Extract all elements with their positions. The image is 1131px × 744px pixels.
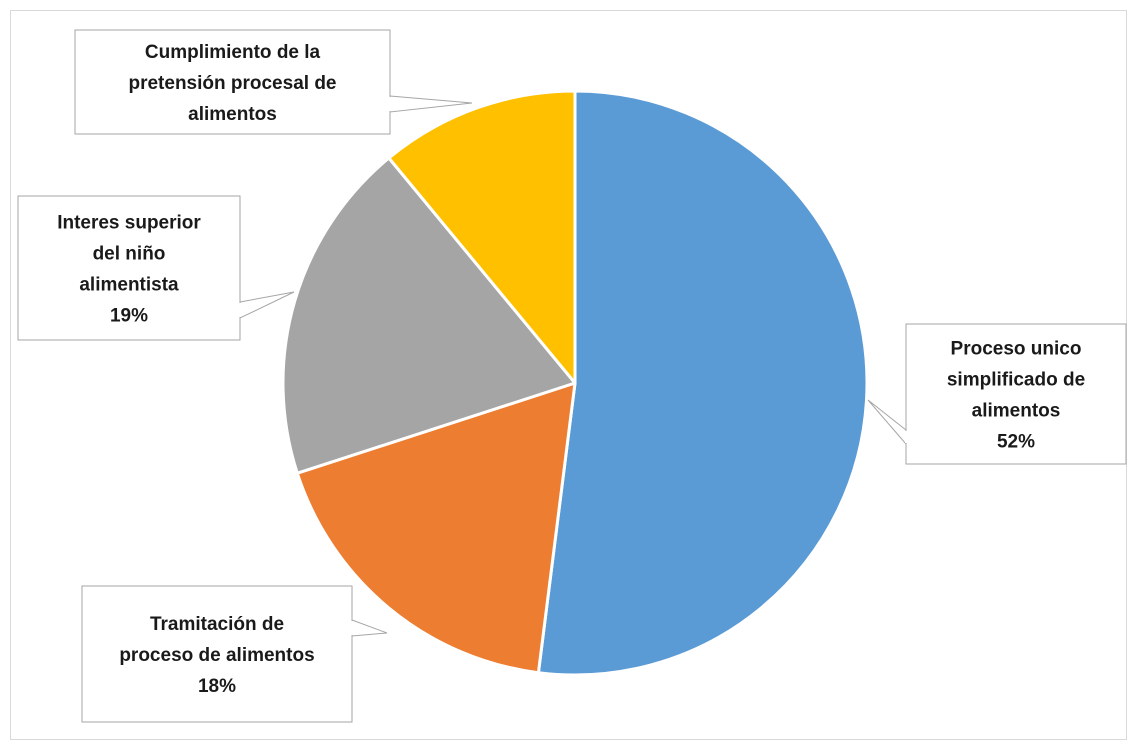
pie-slice (295, 381, 577, 675)
callout-pointer (239, 291, 295, 319)
callout-pointer (351, 619, 388, 637)
data-label-callout: Tramitación de proceso de alimentos 18% (81, 585, 388, 723)
data-label-text: proceso de alimentos (119, 645, 314, 666)
data-label-text: Tramitación de (150, 614, 284, 635)
data-label-text: alimentista (79, 275, 179, 296)
callout-pointer (389, 95, 473, 113)
callout-box (74, 29, 391, 135)
data-label-text: del niño (93, 244, 166, 265)
data-label-text: 19% (110, 306, 148, 327)
pie-slice (281, 156, 577, 475)
callout-box (905, 323, 1127, 465)
data-label-text: alimentos (972, 401, 1061, 422)
data-label-callout: Proceso unico simplificado de alimentos 52% (867, 323, 1127, 465)
data-label-text: 18% (198, 676, 236, 697)
data-label-text: Cumplimiento de la (145, 42, 321, 63)
callout-pointer (867, 399, 907, 446)
data-label-text: Interes superior (57, 213, 201, 234)
data-label-text: simplificado de (947, 370, 1085, 391)
pie-slice (536, 89, 869, 677)
data-label-text: pretensión procesal de (128, 73, 336, 94)
data-label-callout: Cumplimiento de la pretensión procesal de… (74, 29, 473, 135)
data-label-text: 52% (997, 432, 1035, 453)
pie-callouts: Proceso unico simplificado de alimentos 52%… (17, 29, 1127, 723)
callout-box (17, 195, 241, 341)
data-label-text: Proceso unico (951, 339, 1082, 360)
pie-slices (281, 89, 869, 677)
callout-box (81, 585, 353, 723)
data-label-callout: Interes superior del niño alimentista 19% (17, 195, 295, 341)
pie-slice (387, 89, 577, 385)
data-label-text: alimentos (188, 104, 277, 125)
